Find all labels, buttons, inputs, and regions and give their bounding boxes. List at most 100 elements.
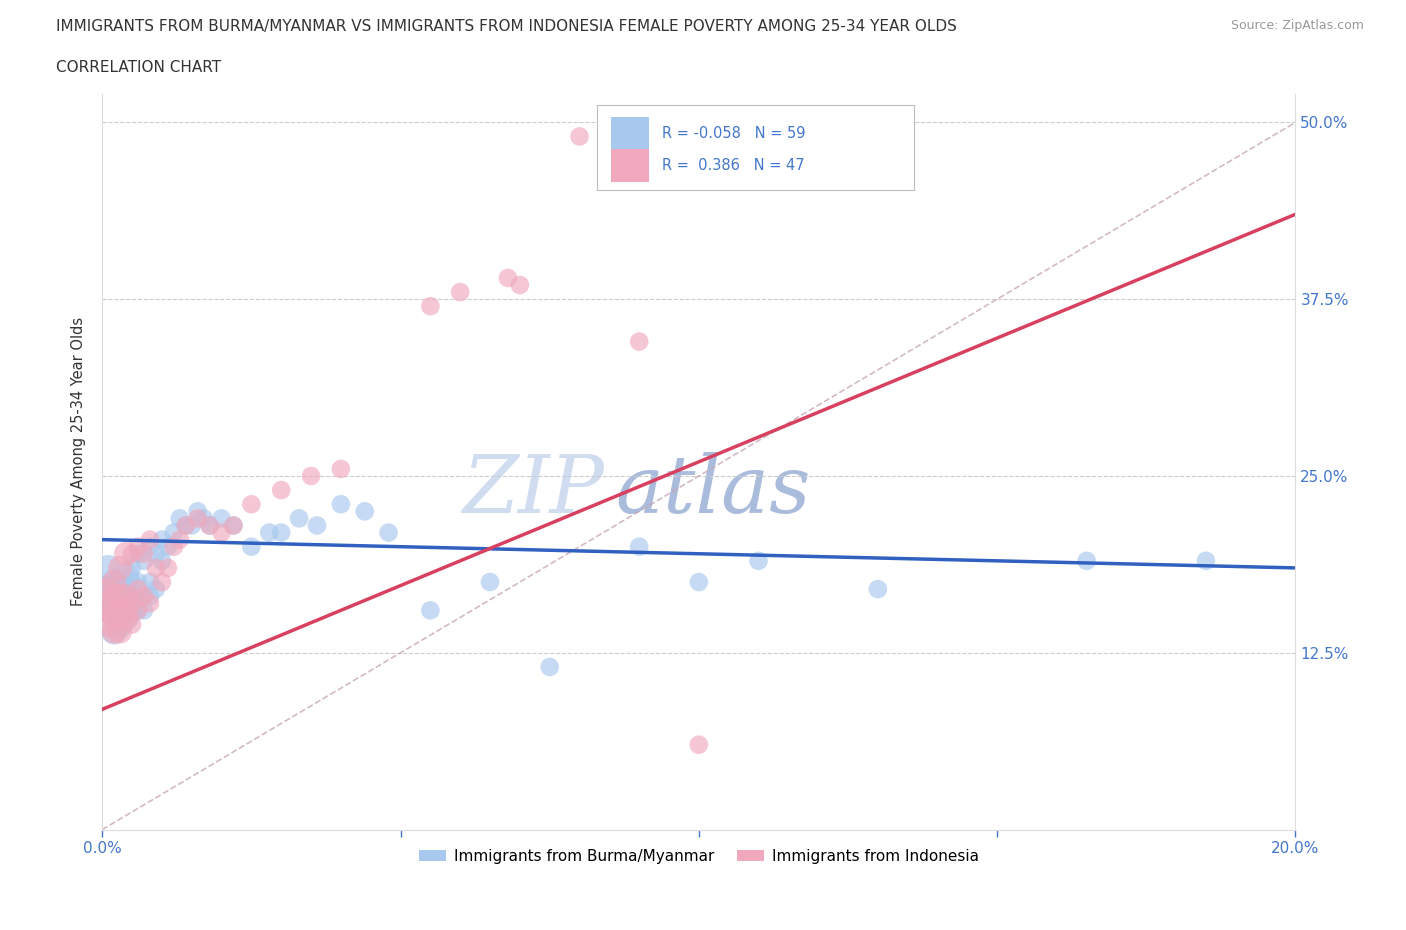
Point <box>108 561 131 576</box>
Point <box>1076 553 1098 568</box>
Point <box>127 546 149 561</box>
Point <box>115 589 138 604</box>
Point <box>139 575 162 590</box>
Point <box>115 610 138 625</box>
Point <box>628 334 651 349</box>
Point <box>139 539 162 554</box>
Point <box>139 596 162 611</box>
Text: R = -0.058   N = 59: R = -0.058 N = 59 <box>662 126 806 140</box>
Legend: Immigrants from Burma/Myanmar, Immigrants from Indonesia: Immigrants from Burma/Myanmar, Immigrant… <box>412 843 986 870</box>
Point <box>270 483 292 498</box>
Text: Source: ZipAtlas.com: Source: ZipAtlas.com <box>1230 19 1364 32</box>
Point <box>193 511 215 525</box>
Point <box>240 497 263 512</box>
Point <box>449 285 471 299</box>
Point <box>115 567 138 582</box>
Point <box>419 299 441 313</box>
Point <box>121 589 143 604</box>
Point <box>150 553 173 568</box>
Point <box>1195 553 1218 568</box>
Point <box>108 589 131 604</box>
Point <box>121 617 143 631</box>
Point <box>240 539 263 554</box>
Point <box>169 511 191 525</box>
Point <box>163 539 186 554</box>
Point <box>479 575 502 590</box>
Point <box>97 617 120 631</box>
Point <box>169 532 191 547</box>
Point <box>198 518 221 533</box>
Point <box>121 561 143 576</box>
Point <box>121 546 143 561</box>
Point <box>132 589 155 604</box>
Point <box>538 659 561 674</box>
Text: atlas: atlas <box>616 453 811 530</box>
Point <box>211 525 233 540</box>
Point <box>132 603 155 618</box>
Point <box>329 461 352 476</box>
Point <box>127 603 149 618</box>
Point <box>180 518 202 533</box>
Point <box>115 603 138 618</box>
Point <box>419 603 441 618</box>
Point <box>121 603 143 618</box>
Point <box>115 596 138 611</box>
Point <box>97 596 120 611</box>
Point <box>103 575 125 590</box>
Point <box>145 561 167 576</box>
Point <box>377 525 399 540</box>
Point <box>139 589 162 604</box>
Point <box>139 532 162 547</box>
Point <box>121 575 143 590</box>
Point <box>127 539 149 554</box>
Point <box>156 539 179 554</box>
FancyBboxPatch shape <box>610 117 648 149</box>
Point <box>353 504 375 519</box>
Point <box>187 511 209 525</box>
Text: IMMIGRANTS FROM BURMA/MYANMAR VS IMMIGRANTS FROM INDONESIA FEMALE POVERTY AMONG : IMMIGRANTS FROM BURMA/MYANMAR VS IMMIGRA… <box>56 19 957 33</box>
Point <box>121 596 143 611</box>
Point <box>127 581 149 596</box>
Point <box>222 518 245 533</box>
Point <box>163 525 186 540</box>
Point <box>103 624 125 639</box>
Point <box>329 497 352 512</box>
Point <box>103 610 125 625</box>
Point <box>132 589 155 604</box>
Point <box>628 539 651 554</box>
Point <box>108 603 131 618</box>
Point <box>108 624 131 639</box>
Point <box>103 589 125 604</box>
Point <box>688 575 710 590</box>
Point <box>496 271 519 286</box>
Point <box>127 603 149 618</box>
Point <box>108 575 131 590</box>
Point <box>97 581 120 596</box>
Point <box>108 617 131 631</box>
Point <box>145 581 167 596</box>
Point <box>150 532 173 547</box>
Point <box>97 561 120 576</box>
Y-axis label: Female Poverty Among 25-34 Year Olds: Female Poverty Among 25-34 Year Olds <box>72 317 86 606</box>
Point <box>127 575 149 590</box>
Point <box>222 518 245 533</box>
Point <box>145 546 167 561</box>
Point <box>132 553 155 568</box>
Point <box>115 589 138 604</box>
Point <box>115 610 138 625</box>
Point <box>103 596 125 611</box>
Point <box>132 546 155 561</box>
Point <box>747 553 769 568</box>
Point <box>198 518 221 533</box>
Point <box>509 277 531 292</box>
Point <box>103 624 125 639</box>
Point <box>187 504 209 519</box>
Point <box>305 518 328 533</box>
Point <box>103 603 125 618</box>
FancyBboxPatch shape <box>598 105 914 190</box>
Text: ZIP: ZIP <box>461 453 603 530</box>
Point <box>259 525 281 540</box>
Point <box>174 518 197 533</box>
Point <box>97 603 120 618</box>
Point <box>866 581 889 596</box>
